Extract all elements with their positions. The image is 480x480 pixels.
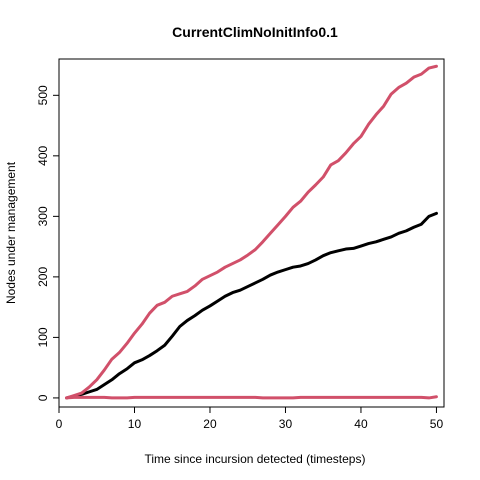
series-line-3 — [65, 395, 438, 400]
y-tick-label: 500 — [36, 85, 50, 105]
x-tick-label: 40 — [354, 417, 368, 431]
y-tick-label: 200 — [36, 267, 50, 287]
series-layer — [65, 64, 438, 400]
series-line-2 — [65, 64, 438, 400]
x-tick-label: 10 — [128, 417, 142, 431]
series-line-1 — [65, 211, 438, 400]
x-tick-label: 30 — [279, 417, 293, 431]
y-tick-label: 300 — [36, 206, 50, 226]
x-tick-label: 50 — [430, 417, 444, 431]
y-axis: 0 100 200 300 400 500 — [36, 85, 60, 401]
y-tick-label: 100 — [36, 327, 50, 347]
x-tick-label: 20 — [203, 417, 217, 431]
y-tick-label: 0 — [36, 394, 50, 401]
y-tick-label: 400 — [36, 146, 50, 166]
x-axis-label: Time since incursion detected (timesteps… — [145, 452, 366, 466]
y-axis-label: Nodes under management — [4, 161, 18, 304]
chart-title: CurrentClimNoInitInfo0.1 — [172, 24, 338, 40]
x-axis: 0 10 20 30 40 50 — [56, 406, 444, 431]
x-tick-label: 0 — [56, 417, 63, 431]
